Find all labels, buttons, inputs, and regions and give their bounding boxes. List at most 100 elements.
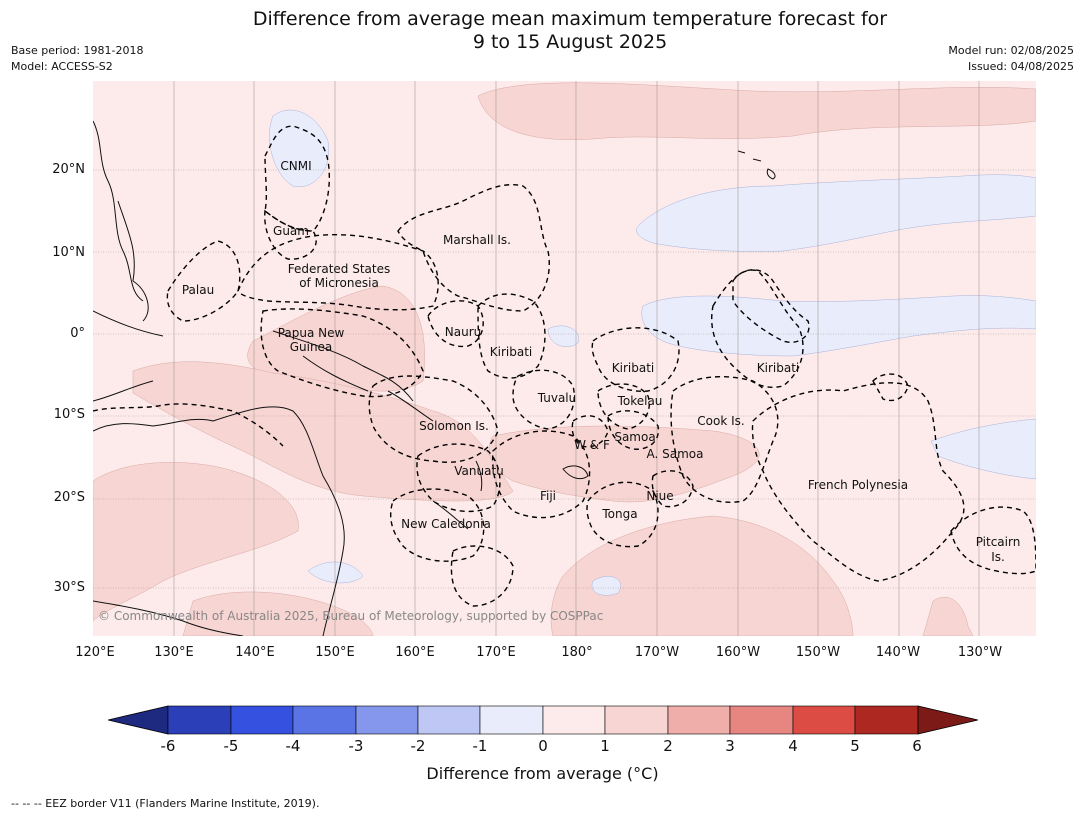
colorbar-cell <box>854 705 919 735</box>
label-fiji: Fiji <box>539 489 557 503</box>
colorbar-tick: 0 <box>538 737 548 755</box>
warm-area-queensland <box>93 462 299 622</box>
eez-marshall <box>397 184 550 312</box>
label-nauru: Nauru <box>444 325 482 339</box>
eez-french-polynesia <box>751 382 965 582</box>
eez-guam <box>264 209 317 260</box>
colorbar-tick: 6 <box>912 737 922 755</box>
title-line-2: 9 to 15 August 2025 <box>472 31 668 53</box>
label-tonga: Tonga <box>602 507 638 521</box>
label-a-samoa: A. Samoa <box>646 447 704 461</box>
cool-area-tasman <box>307 561 364 584</box>
cool-anomaly-areas <box>269 109 1036 596</box>
colorbar-cell <box>542 705 606 735</box>
colorbar-cell <box>604 705 669 735</box>
coast-hawaii <box>737 150 776 180</box>
colorbar <box>108 705 978 735</box>
eez-vanuatu <box>416 443 501 513</box>
colorbar-tick: 3 <box>725 737 735 755</box>
label-fsm-line-2: of Micronesia <box>299 276 379 290</box>
colorbar-tick: -2 <box>410 737 426 755</box>
lon-tick: 140°W <box>875 645 921 660</box>
colorbar-extend-high <box>917 705 978 735</box>
colorbar-cell <box>167 705 232 735</box>
model-name: Model: ACCESS-S2 <box>11 60 113 73</box>
label-palau: Palau <box>181 283 215 297</box>
label-pitcairn-line-1: Pitcairn <box>975 535 1021 549</box>
colorbar-tick: -1 <box>472 737 488 755</box>
eez-cnmi <box>264 125 330 232</box>
warm-anomaly-areas <box>93 82 1036 636</box>
label-solomon-is: Solomon Is. <box>419 419 489 433</box>
colorbar-tick: -4 <box>285 737 301 755</box>
coast-asia <box>93 120 164 402</box>
cool-area-south-east <box>930 418 1036 480</box>
title-line-1: Difference from average mean maximum tem… <box>252 8 888 30</box>
model-run: Model run: 02/08/2025 <box>948 44 1074 57</box>
eez-kiribati-south <box>872 373 909 402</box>
label-marshall-is: Marshall Is. <box>443 233 511 247</box>
forecast-map[interactable]: CNMI Guam Marshall Is. Federated States … <box>93 81 1036 636</box>
colorbar-cell <box>230 705 294 735</box>
label-kiribati-central: Kiribati <box>611 361 655 375</box>
eez-pitcairn <box>950 506 1036 575</box>
coast-vanuatu <box>475 460 483 492</box>
lat-tick: 20°N <box>52 162 85 177</box>
cool-area-north-east <box>636 174 1036 252</box>
label-pitcairn-line-2: Is. <box>991 550 1005 564</box>
eez-legend-footer: -- -- -- EEZ border V11 (Flanders Marine… <box>11 797 320 810</box>
colorbar-tick: 2 <box>663 737 673 755</box>
chart-title: Difference from average mean maximum tem… <box>0 8 1085 54</box>
warm-area-north-central <box>477 82 1036 140</box>
lon-tick: 150°E <box>315 645 355 660</box>
colorbar-cell <box>792 705 856 735</box>
eez-solomon <box>368 375 499 463</box>
cool-area-small-south <box>591 576 621 596</box>
lat-tick: 10°S <box>53 407 85 422</box>
lon-tick: 160°E <box>395 645 435 660</box>
eez-nauru <box>427 300 484 348</box>
colorbar-tick: -5 <box>223 737 239 755</box>
colorbar-label: Difference from average (°C) <box>426 764 659 783</box>
label-new-caledonia: New Caledonia <box>401 517 491 531</box>
colorbar-tick: 5 <box>850 737 860 755</box>
label-kiribati-west: Kiribati <box>489 345 533 359</box>
meta-left: Base period: 1981-2018 Model: ACCESS-S2 <box>11 43 143 75</box>
eez-palau <box>166 240 241 322</box>
eez-tuvalu <box>512 369 575 430</box>
lat-tick: 30°S <box>53 580 85 595</box>
lon-tick: 170°E <box>476 645 516 660</box>
colorbar-cell <box>667 705 731 735</box>
eez-niue <box>651 470 694 508</box>
lon-tick: 130°W <box>957 645 1003 660</box>
label-cnmi: CNMI <box>280 159 312 173</box>
eez-kiribati-west <box>477 293 546 379</box>
eez-fiji <box>491 430 591 519</box>
warm-area-south-east <box>922 596 974 636</box>
label-png-line-1: Papua New <box>277 326 345 340</box>
lat-tick: 0° <box>70 326 85 341</box>
colorbar-cell <box>479 705 544 735</box>
issued-date: Issued: 04/08/2025 <box>967 60 1074 73</box>
eez-ausz <box>93 403 284 447</box>
label-vanuatu: Vanuatu <box>454 464 504 478</box>
colorbar-tick: 1 <box>600 737 610 755</box>
colorbar-cell <box>355 705 419 735</box>
eez-nz-kermadec <box>450 545 514 607</box>
label-w-and-f: W & F <box>574 438 610 452</box>
base-period: Base period: 1981-2018 <box>11 44 144 57</box>
lon-tick: 140°E <box>235 645 275 660</box>
eez-tokelau <box>597 383 650 430</box>
warm-area-coral-sea <box>132 361 514 502</box>
graticule <box>93 81 1036 636</box>
cool-area-nauru <box>547 325 580 347</box>
label-kiribati-east: Kiribati <box>756 361 800 375</box>
lon-tick: 120°E <box>75 645 115 660</box>
label-niue: Niue <box>646 489 674 503</box>
label-fsm-line-1: Federated States <box>287 262 391 276</box>
colorbar-tick: 4 <box>788 737 798 755</box>
lon-tick: 180° <box>561 645 593 660</box>
warm-area-central-band <box>488 425 760 503</box>
eez-tonga <box>586 481 659 548</box>
lat-tick: 10°N <box>52 245 85 260</box>
